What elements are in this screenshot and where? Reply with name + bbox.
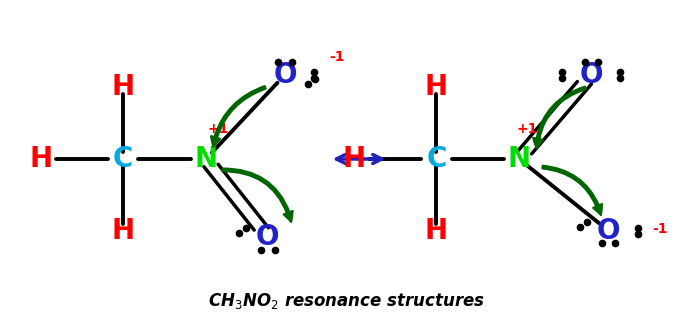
Text: +1: +1 <box>517 122 538 136</box>
Text: H: H <box>112 217 135 245</box>
Text: H: H <box>425 73 448 101</box>
Text: -1: -1 <box>329 51 344 65</box>
Text: +1: +1 <box>208 122 229 136</box>
Text: H: H <box>29 145 52 173</box>
FancyArrowPatch shape <box>533 86 586 149</box>
Text: N: N <box>507 145 531 173</box>
Text: C: C <box>426 145 447 173</box>
Text: H: H <box>425 217 448 245</box>
FancyArrowPatch shape <box>222 169 293 222</box>
Text: CH$_3$NO$_2$ resonance structures: CH$_3$NO$_2$ resonance structures <box>208 291 486 311</box>
FancyArrowPatch shape <box>543 166 602 215</box>
Text: H: H <box>342 145 366 173</box>
Text: O: O <box>597 217 620 245</box>
FancyArrowPatch shape <box>211 86 266 147</box>
Text: C: C <box>113 145 133 173</box>
Text: O: O <box>273 61 297 89</box>
Text: N: N <box>194 145 217 173</box>
Text: O: O <box>579 61 603 89</box>
Text: H: H <box>112 73 135 101</box>
Text: -1: -1 <box>652 222 668 236</box>
Text: O: O <box>256 223 280 251</box>
